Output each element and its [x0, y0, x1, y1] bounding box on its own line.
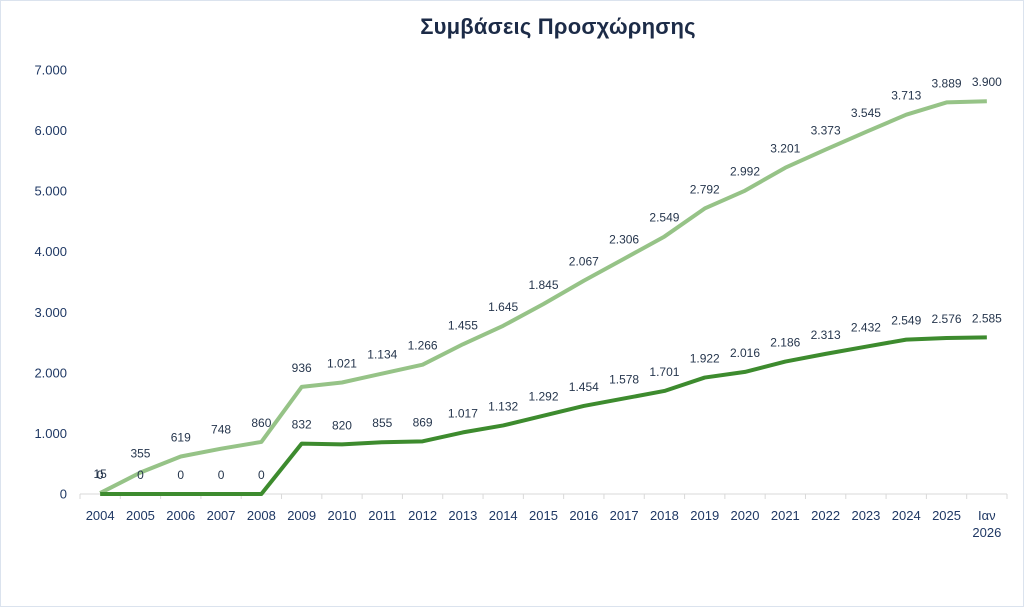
y-tick-label: 5.000	[34, 184, 67, 199]
data-label-series-2: 2.992	[730, 165, 760, 179]
data-label-series-1: 1.701	[649, 365, 679, 379]
data-label-series-2: 3.889	[932, 76, 962, 90]
data-label-series-1: 2.186	[770, 336, 800, 350]
data-label-series-2: 1.455	[448, 318, 478, 332]
data-label-series-2: 15	[93, 467, 107, 481]
data-label-series-2: 1.645	[488, 300, 518, 314]
data-label-series-2: 3.713	[891, 89, 921, 103]
x-tick-label: 2009	[287, 508, 316, 523]
data-label-series-1: 0	[137, 468, 144, 482]
data-label-series-1: 820	[332, 418, 352, 432]
data-label-series-2: 3.373	[811, 124, 841, 138]
data-label-series-1: 2.313	[811, 328, 841, 342]
x-tick-label: 2025	[932, 508, 961, 523]
x-tick-label: 2022	[811, 508, 840, 523]
data-label-series-1: 2.585	[972, 311, 1002, 325]
y-tick-label: 4.000	[34, 244, 67, 259]
series-line-1	[100, 335, 987, 496]
y-tick-label: 0	[60, 487, 67, 502]
data-label-series-2: 3.900	[972, 75, 1002, 89]
data-label-series-1: 0	[258, 468, 265, 482]
data-label-series-2: 748	[211, 423, 231, 437]
x-tick-label: 2004	[86, 508, 115, 523]
data-label-series-1: 1.292	[528, 390, 558, 404]
x-tick-label: 2006	[166, 508, 195, 523]
data-label-series-2: 1.134	[367, 348, 397, 362]
data-label-series-2: 619	[171, 431, 191, 445]
x-tick-label: 2011	[368, 508, 396, 523]
data-label-series-1: 1.017	[448, 406, 478, 420]
x-tick-label: Ιαν 2026	[972, 508, 1001, 540]
data-label-series-2: 2.792	[690, 182, 720, 196]
x-tick-label: 2016	[569, 508, 598, 523]
x-tick-label: 2012	[408, 508, 437, 523]
x-tick-label: 2017	[610, 508, 639, 523]
y-tick-label: 7.000	[34, 63, 67, 78]
data-label-series-2: 1.266	[408, 339, 438, 353]
x-tick-label: 2020	[731, 508, 760, 523]
y-tick-label: 1.000	[34, 426, 67, 441]
data-label-series-1: 2.576	[932, 312, 962, 326]
data-label-series-2: 936	[292, 361, 312, 375]
chart-title: Συμβάσεις Προσχώρησης	[420, 14, 696, 39]
data-label-series-1: 0	[97, 468, 104, 482]
data-label-series-2: 2.549	[649, 211, 679, 225]
data-label-series-2: 3.201	[770, 142, 800, 156]
data-label-series-1: 0	[177, 468, 184, 482]
data-label-series-1: 1.454	[569, 380, 599, 394]
data-label-series-1: 1.132	[488, 399, 518, 413]
data-label-series-1: 0	[218, 468, 225, 482]
x-tick-label: 2005	[126, 508, 155, 523]
data-label-series-1: 2.432	[851, 321, 881, 335]
x-tick-label: 2023	[851, 508, 880, 523]
x-tick-label: 2018	[650, 508, 679, 523]
x-tick-label: 2014	[489, 508, 518, 523]
data-label-series-2: 1.845	[528, 278, 558, 292]
series-line-2	[99, 99, 987, 495]
data-label-series-1: 1.578	[609, 372, 639, 386]
data-label-series-1: 2.549	[891, 314, 921, 328]
y-tick-label: 6.000	[34, 123, 67, 138]
y-tick-label: 3.000	[34, 305, 67, 320]
x-tick-label: 2024	[892, 508, 921, 523]
x-tick-label: 2008	[247, 508, 276, 523]
data-label-series-1: 2.016	[730, 346, 760, 360]
x-tick-label: 2013	[448, 508, 477, 523]
data-label-series-1: 1.922	[690, 352, 720, 366]
x-tick-label: 2021	[771, 508, 800, 523]
x-tick-label: 2010	[328, 508, 357, 523]
data-label-series-1: 869	[413, 415, 433, 429]
data-label-series-2: 2.306	[609, 233, 639, 247]
x-tick-label: 2015	[529, 508, 558, 523]
data-label-series-2: 355	[130, 446, 150, 460]
data-label-series-1: 832	[292, 418, 312, 432]
x-tick-label: 2019	[690, 508, 719, 523]
data-label-series-2: 860	[251, 416, 271, 430]
data-label-series-1: 855	[372, 416, 392, 430]
data-label-series-2: 2.067	[569, 255, 599, 269]
y-tick-label: 2.000	[34, 365, 67, 380]
data-label-series-2: 1.021	[327, 356, 357, 370]
x-tick-label: 2007	[207, 508, 236, 523]
data-label-series-2: 3.545	[851, 106, 881, 120]
